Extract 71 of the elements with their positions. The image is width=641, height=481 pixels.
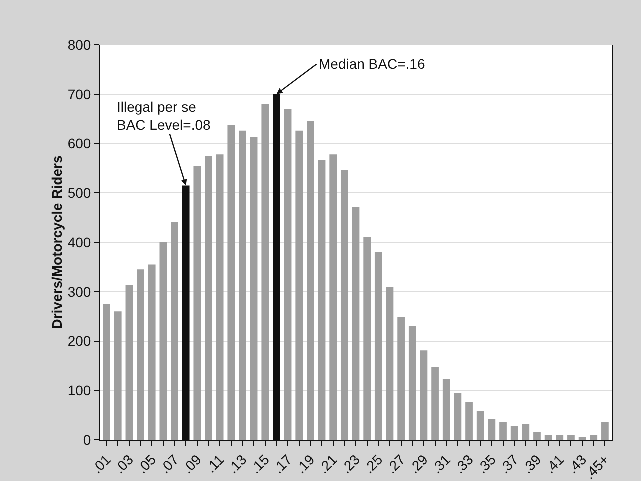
x-tick-label: .35 bbox=[474, 451, 500, 477]
bar bbox=[148, 264, 156, 440]
bar bbox=[250, 137, 258, 440]
x-tick-label: .17 bbox=[270, 451, 296, 477]
bar bbox=[239, 130, 246, 440]
x-tick-label: .11 bbox=[202, 451, 228, 476]
y-tick-label: 0 bbox=[83, 432, 92, 448]
bar bbox=[466, 402, 473, 440]
bar bbox=[160, 242, 168, 440]
bar bbox=[454, 393, 462, 440]
y-tick-label: 200 bbox=[68, 333, 92, 350]
bar bbox=[544, 435, 552, 440]
x-tick-label: .05 bbox=[134, 451, 160, 477]
bar bbox=[510, 426, 518, 440]
bar bbox=[330, 154, 338, 440]
bar bbox=[432, 367, 439, 440]
bar bbox=[476, 411, 484, 440]
bar bbox=[420, 350, 428, 440]
bar bbox=[408, 326, 416, 440]
bar bbox=[126, 285, 134, 440]
bar bbox=[398, 317, 405, 440]
x-tick-label: .15 bbox=[247, 451, 273, 477]
bar bbox=[318, 160, 326, 440]
x-tick-label: .39 bbox=[519, 451, 544, 477]
bar bbox=[386, 286, 394, 440]
bar bbox=[352, 206, 360, 440]
x-tick-label: .33 bbox=[451, 451, 476, 477]
bar bbox=[171, 222, 178, 440]
bar bbox=[578, 437, 586, 440]
y-tick-label: 300 bbox=[68, 284, 92, 300]
x-tick-label: .37 bbox=[496, 451, 522, 477]
bar bbox=[296, 130, 304, 440]
bar bbox=[488, 419, 496, 440]
bar bbox=[556, 435, 564, 440]
bar bbox=[442, 379, 450, 440]
y-tick-label: 700 bbox=[68, 86, 92, 102]
x-tick-label: .19 bbox=[292, 451, 318, 477]
x-tick-label: .41 bbox=[542, 451, 568, 477]
y-tick-label: 400 bbox=[68, 234, 92, 250]
x-tick-label: .07 bbox=[156, 451, 182, 477]
bar bbox=[194, 166, 202, 440]
bar bbox=[602, 422, 609, 440]
x-tick-label: .25 bbox=[360, 451, 386, 477]
bar bbox=[340, 170, 348, 440]
annotation: Median BAC=.16 bbox=[319, 56, 426, 72]
bar bbox=[364, 237, 372, 440]
annotation: Illegal per se BAC Level=.08 bbox=[117, 99, 211, 134]
y-tick-label: 800 bbox=[68, 36, 92, 53]
bar bbox=[534, 432, 541, 440]
y-axis-title: Drivers/Motorcycle Riders bbox=[49, 156, 65, 330]
bar bbox=[103, 304, 110, 440]
y-tick-label: 100 bbox=[68, 382, 92, 399]
x-tick-label: .09 bbox=[179, 451, 205, 477]
bar bbox=[374, 252, 382, 440]
bar bbox=[590, 435, 598, 440]
bar bbox=[114, 312, 122, 440]
bar bbox=[500, 422, 507, 440]
bar bbox=[205, 156, 212, 440]
x-tick-label: .31 bbox=[428, 451, 454, 477]
bar bbox=[228, 124, 236, 440]
bar bbox=[216, 154, 224, 440]
x-tick-label: .13 bbox=[224, 451, 250, 477]
bar bbox=[137, 270, 144, 440]
bar bbox=[568, 435, 575, 440]
y-tick-label: 600 bbox=[68, 136, 92, 152]
x-tick-label: .43 bbox=[564, 451, 590, 477]
bar bbox=[262, 104, 270, 440]
y-tick-label: 500 bbox=[68, 185, 92, 202]
bar bbox=[307, 122, 314, 440]
bar bbox=[284, 109, 292, 440]
bar bbox=[522, 424, 530, 440]
